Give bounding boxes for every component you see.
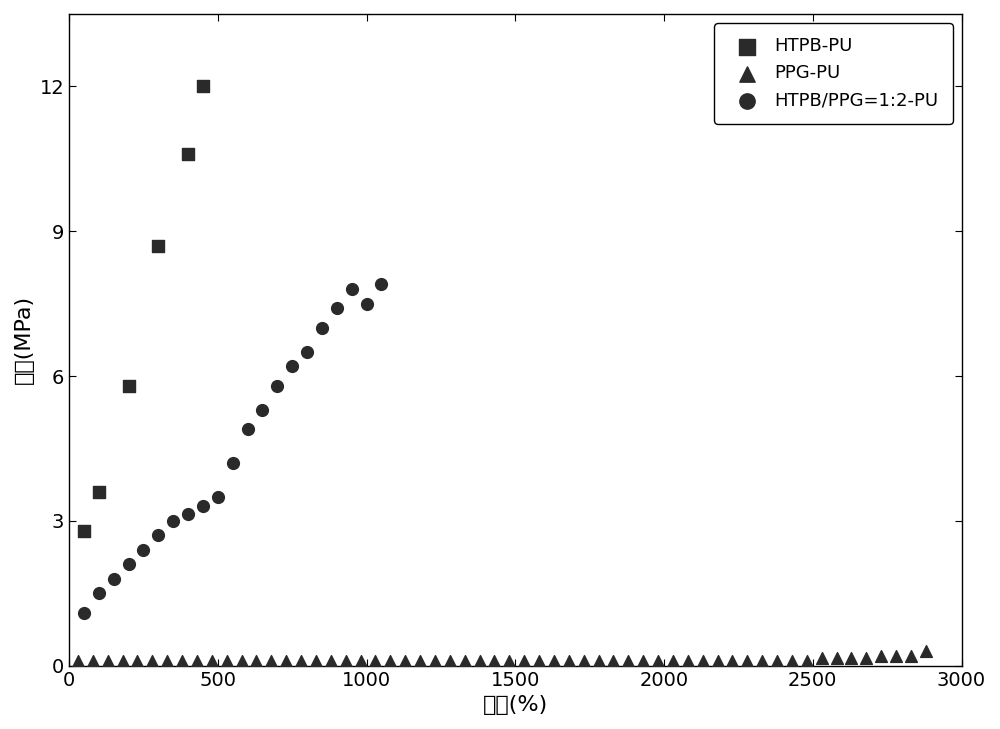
HTPB-PU — [195, 80, 211, 92]
HTPB-PU — [76, 525, 92, 537]
PPG-PU — [784, 655, 800, 667]
PPG-PU — [100, 655, 116, 667]
PPG-PU — [665, 655, 681, 667]
HTPB/PPG=1:2-PU — [299, 346, 315, 358]
PPG-PU — [680, 655, 696, 667]
PPG-PU — [278, 655, 294, 667]
PPG-PU — [70, 655, 86, 667]
Legend: HTPB-PU, PPG-PU, HTPB/PPG=1:2-PU: HTPB-PU, PPG-PU, HTPB/PPG=1:2-PU — [714, 23, 953, 124]
HTPB/PPG=1:2-PU — [76, 607, 92, 618]
HTPB-PU — [121, 380, 137, 391]
HTPB-PU — [150, 240, 166, 252]
PPG-PU — [754, 655, 770, 667]
PPG-PU — [873, 650, 889, 662]
PPG-PU — [174, 655, 190, 667]
HTPB/PPG=1:2-PU — [165, 515, 181, 526]
PPG-PU — [650, 655, 666, 667]
HTPB/PPG=1:2-PU — [91, 588, 107, 599]
PPG-PU — [576, 655, 592, 667]
PPG-PU — [353, 655, 369, 667]
PPG-PU — [635, 655, 651, 667]
PPG-PU — [367, 655, 383, 667]
PPG-PU — [769, 655, 785, 667]
PPG-PU — [695, 655, 711, 667]
PPG-PU — [918, 645, 934, 657]
HTPB/PPG=1:2-PU — [329, 303, 345, 314]
PPG-PU — [412, 655, 428, 667]
HTPB/PPG=1:2-PU — [121, 558, 137, 570]
PPG-PU — [605, 655, 621, 667]
PPG-PU — [843, 652, 859, 664]
PPG-PU — [516, 655, 532, 667]
PPG-PU — [323, 655, 339, 667]
HTPB/PPG=1:2-PU — [269, 380, 285, 391]
HTPB-PU — [180, 148, 196, 160]
PPG-PU — [903, 650, 919, 662]
PPG-PU — [472, 655, 488, 667]
PPG-PU — [799, 655, 815, 667]
Y-axis label: 应力(MPa): 应力(MPa) — [14, 295, 34, 384]
PPG-PU — [115, 655, 131, 667]
PPG-PU — [248, 655, 264, 667]
PPG-PU — [531, 655, 547, 667]
HTPB/PPG=1:2-PU — [284, 361, 300, 373]
PPG-PU — [144, 655, 160, 667]
PPG-PU — [129, 655, 145, 667]
HTPB/PPG=1:2-PU — [254, 404, 270, 416]
PPG-PU — [546, 655, 562, 667]
PPG-PU — [486, 655, 502, 667]
HTPB/PPG=1:2-PU — [344, 284, 360, 295]
PPG-PU — [308, 655, 324, 667]
PPG-PU — [263, 655, 279, 667]
PPG-PU — [159, 655, 175, 667]
PPG-PU — [382, 655, 398, 667]
HTPB/PPG=1:2-PU — [135, 544, 151, 555]
PPG-PU — [442, 655, 458, 667]
HTPB/PPG=1:2-PU — [359, 297, 375, 309]
PPG-PU — [204, 655, 220, 667]
PPG-PU — [829, 652, 845, 664]
PPG-PU — [888, 650, 904, 662]
PPG-PU — [561, 655, 577, 667]
PPG-PU — [457, 655, 473, 667]
HTPB/PPG=1:2-PU — [106, 573, 122, 585]
HTPB/PPG=1:2-PU — [195, 501, 211, 512]
PPG-PU — [234, 655, 250, 667]
PPG-PU — [189, 655, 205, 667]
PPG-PU — [591, 655, 607, 667]
PPG-PU — [710, 655, 726, 667]
PPG-PU — [427, 655, 443, 667]
HTPB/PPG=1:2-PU — [314, 322, 330, 334]
PPG-PU — [739, 655, 755, 667]
HTPB-PU — [91, 486, 107, 498]
PPG-PU — [724, 655, 740, 667]
PPG-PU — [620, 655, 636, 667]
PPG-PU — [501, 655, 517, 667]
PPG-PU — [397, 655, 413, 667]
HTPB/PPG=1:2-PU — [240, 424, 256, 435]
PPG-PU — [858, 652, 874, 664]
HTPB/PPG=1:2-PU — [180, 508, 196, 520]
PPG-PU — [338, 655, 354, 667]
PPG-PU — [293, 655, 309, 667]
PPG-PU — [814, 652, 830, 664]
HTPB/PPG=1:2-PU — [373, 278, 389, 290]
HTPB/PPG=1:2-PU — [150, 529, 166, 541]
HTPB/PPG=1:2-PU — [210, 491, 226, 502]
HTPB/PPG=1:2-PU — [225, 457, 241, 469]
PPG-PU — [219, 655, 235, 667]
X-axis label: 应变(%): 应变(%) — [483, 695, 548, 715]
PPG-PU — [85, 655, 101, 667]
